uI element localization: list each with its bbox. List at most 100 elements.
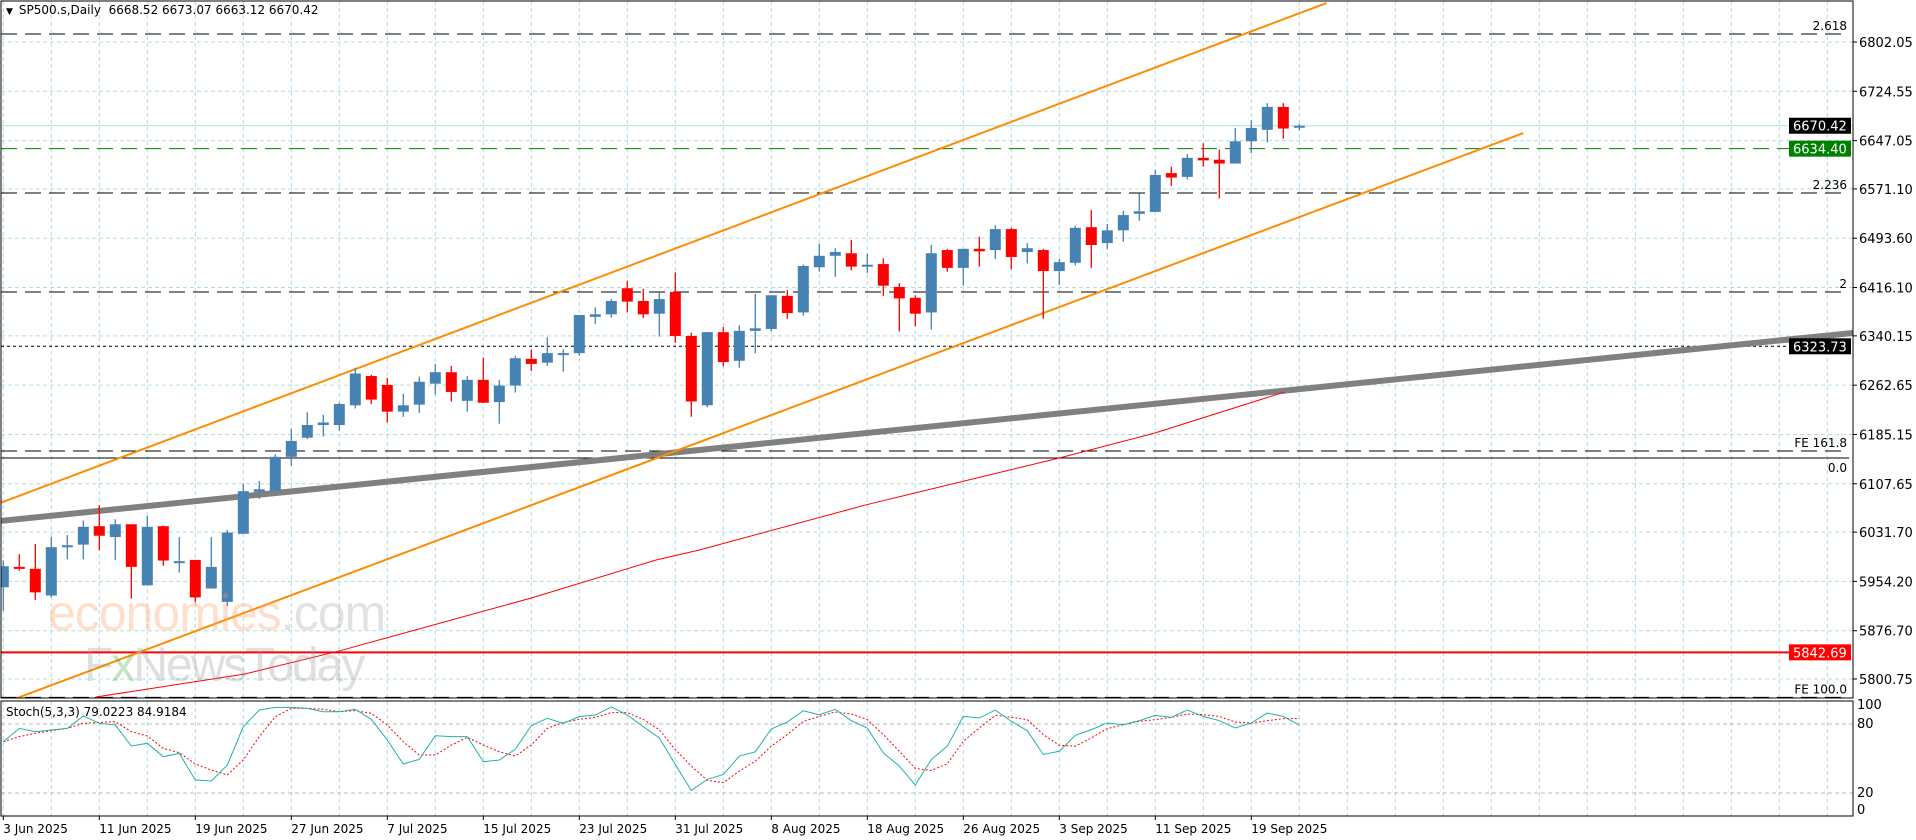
candle bbox=[1069, 225, 1081, 266]
candle-body bbox=[301, 425, 313, 438]
candle-body bbox=[1213, 159, 1225, 164]
candle bbox=[717, 327, 729, 367]
candle bbox=[93, 505, 105, 551]
candle bbox=[621, 280, 633, 313]
candle bbox=[1261, 103, 1273, 143]
fib-level-label: 2 bbox=[1839, 277, 1847, 291]
stoch-pane-frame bbox=[0, 700, 1854, 817]
candle bbox=[205, 536, 217, 589]
candle-body bbox=[621, 288, 633, 302]
candle-body bbox=[909, 297, 921, 314]
candle bbox=[877, 258, 889, 296]
candle-body bbox=[685, 335, 697, 402]
date-axis-label: 7 Jul 2025 bbox=[387, 822, 447, 836]
date-axis-label: 31 Jul 2025 bbox=[675, 822, 743, 836]
candle-body bbox=[989, 229, 1001, 251]
candle-body bbox=[157, 526, 169, 561]
candle bbox=[845, 239, 857, 271]
candle bbox=[1149, 169, 1161, 212]
price-tag bbox=[1789, 644, 1851, 661]
candle bbox=[781, 290, 793, 319]
candle bbox=[765, 295, 777, 332]
candle bbox=[365, 374, 377, 405]
candle-body bbox=[1085, 227, 1097, 245]
candle-body bbox=[1165, 173, 1177, 178]
candle bbox=[733, 325, 745, 368]
main-pane-frame bbox=[0, 0, 1854, 699]
candle-body bbox=[733, 330, 745, 361]
date-axis-label: 11 Sep 2025 bbox=[1155, 822, 1231, 836]
stoch-label: Stoch(5,3,3) 79.0223 84.9184 bbox=[6, 705, 187, 719]
candle-body bbox=[829, 251, 841, 256]
candle-body bbox=[637, 300, 649, 315]
candle-body bbox=[285, 440, 297, 457]
candle-body bbox=[1245, 127, 1257, 142]
ohlc-readout: 6668.52 6673.07 6663.12 6670.42 bbox=[108, 3, 319, 17]
candle-body bbox=[397, 405, 409, 412]
candle-body bbox=[557, 353, 569, 356]
chart-header: ▼ SP500.s,Daily 6668.52 6673.07 6663.12 6… bbox=[6, 3, 319, 17]
channel-lower-line[interactable] bbox=[3, 132, 1524, 703]
candle-body bbox=[13, 566, 25, 569]
trendline-grey[interactable] bbox=[0, 329, 1853, 524]
candle-body bbox=[1277, 106, 1289, 129]
candle bbox=[813, 243, 825, 272]
candle bbox=[429, 363, 441, 395]
candle-body bbox=[797, 265, 809, 313]
candle bbox=[605, 299, 617, 318]
candle bbox=[653, 292, 665, 337]
stoch-axis-label: 20 bbox=[1857, 786, 1874, 801]
main-pane: 2.618 2.236 2 FE 161.8 0.0 bbox=[0, 1, 1853, 703]
price-axis-label: 5800.75 bbox=[1859, 673, 1913, 688]
candle-body bbox=[221, 532, 233, 602]
candle bbox=[413, 376, 425, 413]
candle-body bbox=[365, 376, 377, 400]
candle-body bbox=[1197, 157, 1209, 161]
candle bbox=[525, 349, 537, 371]
candle bbox=[333, 402, 345, 431]
candle bbox=[1005, 227, 1017, 270]
price-tag-label: 6634.40 bbox=[1793, 143, 1847, 158]
candle-body bbox=[541, 353, 553, 363]
candle-body bbox=[413, 381, 425, 405]
triangle-down-icon[interactable]: ▼ bbox=[6, 7, 13, 17]
candle bbox=[77, 520, 89, 560]
candle-body bbox=[61, 545, 73, 548]
candle-body bbox=[493, 385, 505, 403]
candle bbox=[1165, 166, 1177, 186]
candle bbox=[1117, 210, 1129, 242]
candle-body bbox=[877, 264, 889, 286]
candle bbox=[541, 337, 553, 366]
candle bbox=[957, 248, 969, 286]
price-axis-label: 5876.70 bbox=[1859, 625, 1913, 640]
candle-body bbox=[445, 372, 457, 392]
candle bbox=[861, 253, 873, 273]
price-axis-label: 6493.60 bbox=[1859, 232, 1913, 247]
candle-body bbox=[509, 358, 521, 386]
candle bbox=[493, 379, 505, 424]
candle bbox=[1, 560, 9, 611]
date-axis-label: 27 Jun 2025 bbox=[291, 822, 363, 836]
candle bbox=[1101, 223, 1113, 249]
price-tag-label: 6323.73 bbox=[1793, 340, 1847, 355]
candle-body bbox=[93, 526, 105, 536]
date-axis-label: 11 Jun 2025 bbox=[99, 822, 171, 836]
candle-body bbox=[141, 526, 153, 586]
price-tag-label: 5842.69 bbox=[1793, 646, 1847, 661]
candle bbox=[13, 554, 25, 571]
stoch-axis-label: 0 bbox=[1857, 803, 1865, 818]
candle bbox=[893, 283, 905, 332]
price-axis-label: 6647.05 bbox=[1859, 135, 1913, 150]
date-axis-label: 23 Jul 2025 bbox=[579, 822, 647, 836]
candle bbox=[637, 288, 649, 319]
candle-body bbox=[349, 373, 361, 406]
candle bbox=[173, 536, 185, 573]
fib-level-label: 2.618 bbox=[1813, 19, 1847, 33]
candle-body bbox=[1229, 141, 1241, 164]
price-axis-label: 6724.55 bbox=[1859, 85, 1913, 100]
candle bbox=[221, 529, 233, 607]
channel-upper-line[interactable] bbox=[0, 2, 1327, 504]
candle bbox=[797, 264, 809, 316]
candle bbox=[1181, 154, 1193, 180]
